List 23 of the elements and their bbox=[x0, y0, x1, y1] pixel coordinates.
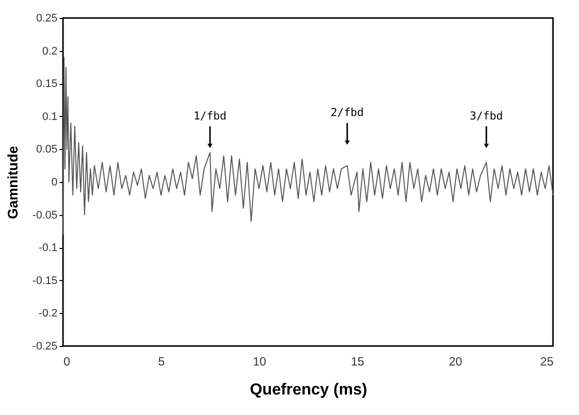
y-tick-label: -0.25 bbox=[32, 340, 58, 352]
y-tick-label: 0 bbox=[51, 176, 58, 188]
y-tick-label: 0.1 bbox=[42, 110, 58, 123]
y-tick-label: 0.15 bbox=[36, 78, 58, 90]
x-tick-label: 15 bbox=[350, 354, 364, 368]
y-tick-label: 0.2 bbox=[42, 45, 58, 58]
x-axis-title: Quefrency (ms) bbox=[250, 382, 368, 398]
y-tick-label: -0.1 bbox=[38, 242, 58, 254]
x-tick-label: 0 bbox=[64, 354, 70, 368]
x-tick-label: 20 bbox=[448, 354, 462, 368]
annotation: 3/fbd bbox=[470, 109, 503, 122]
y-tick-label: -0.2 bbox=[38, 308, 58, 320]
y-tick-label: -0.15 bbox=[32, 274, 58, 287]
annotation: 1/fbd bbox=[193, 109, 227, 122]
y-tick-label: 0.05 bbox=[36, 144, 58, 156]
y-tick-label: 0.25 bbox=[36, 12, 58, 24]
y-axis-title: Gamnitude bbox=[4, 146, 20, 220]
y-tick-label: -0.05 bbox=[32, 209, 58, 222]
annotation: 2/fbd bbox=[330, 106, 364, 120]
x-tick-label: 5 bbox=[158, 354, 166, 368]
x-tick-label: 10 bbox=[252, 354, 266, 368]
line-series bbox=[62, 56, 554, 235]
x-tick-label: 25 bbox=[540, 354, 554, 368]
